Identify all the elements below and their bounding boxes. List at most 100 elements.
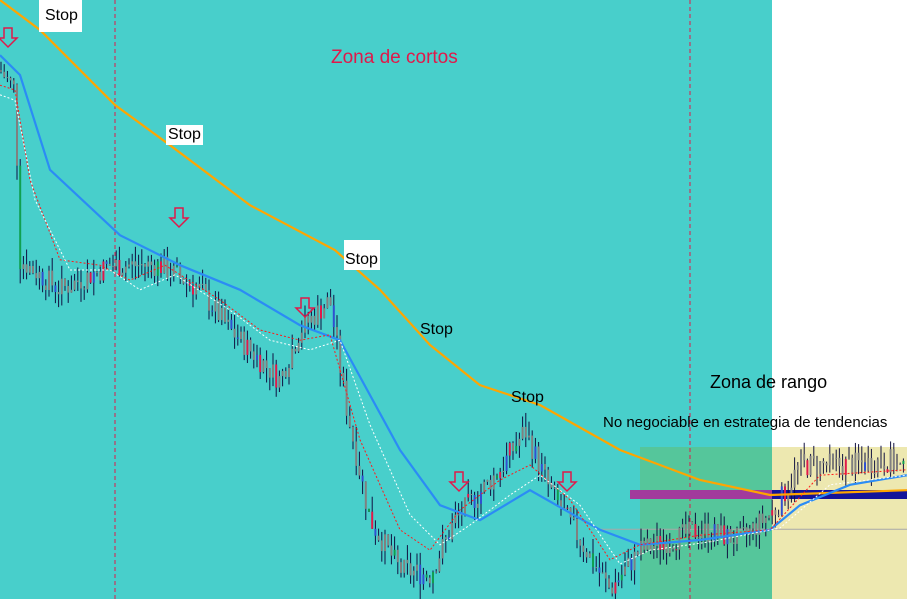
- candle-body: [483, 481, 486, 492]
- candle-body: [412, 570, 415, 576]
- candle-body: [716, 524, 719, 537]
- candle-body: [316, 305, 319, 325]
- candle-body: [636, 551, 639, 555]
- fast-ma2-line: [0, 94, 907, 565]
- candle-body: [707, 523, 710, 542]
- candle-body: [595, 567, 598, 569]
- candle-body: [227, 319, 230, 322]
- candle-body: [291, 348, 294, 369]
- candle-body: [579, 540, 582, 546]
- candle-body: [777, 514, 780, 516]
- candle-body: [598, 567, 601, 573]
- candle-body: [361, 475, 364, 482]
- candle-body: [806, 460, 809, 476]
- candle-body: [755, 523, 758, 535]
- candle-body: [688, 521, 690, 534]
- candle-body: [528, 435, 530, 438]
- candle-body: [307, 315, 310, 323]
- candle-body: [793, 469, 796, 488]
- candle-body: [208, 290, 210, 311]
- candle-body: [172, 265, 175, 277]
- candle-body: [841, 466, 844, 475]
- candle-body: [393, 549, 396, 556]
- candle-body: [694, 524, 697, 538]
- support-band-navy: [772, 490, 907, 499]
- candle-body: [499, 471, 502, 479]
- candle-body: [515, 445, 518, 452]
- candle-body: [236, 337, 239, 339]
- candle-body: [704, 523, 706, 534]
- candle-body: [585, 551, 588, 558]
- candle-body: [720, 525, 722, 537]
- candle-body: [764, 517, 767, 523]
- candle-body: [217, 300, 220, 321]
- candle-body: [745, 527, 748, 535]
- candle-body: [233, 328, 236, 338]
- candle-body: [457, 514, 460, 516]
- candle-body: [3, 71, 6, 78]
- candle-body: [51, 270, 54, 286]
- candle-body: [771, 510, 774, 516]
- candle-body: [691, 521, 694, 525]
- candle-body: [329, 297, 332, 306]
- candle-body: [752, 523, 754, 529]
- candle-body: [86, 272, 89, 290]
- candle-body: [150, 261, 153, 266]
- candle-body: [400, 562, 402, 573]
- candle-body: [832, 453, 834, 458]
- candle-body: [134, 261, 137, 267]
- candle-body: [166, 256, 169, 278]
- candle-body: [32, 266, 34, 274]
- candle-body: [124, 266, 127, 273]
- candle-body: [883, 465, 886, 470]
- candle-body: [323, 308, 326, 319]
- candle-body: [441, 539, 444, 559]
- candle-body: [406, 559, 409, 564]
- candle-body: [25, 264, 28, 273]
- candle-body: [576, 518, 578, 541]
- candle-body: [345, 380, 348, 416]
- candle-body: [44, 285, 47, 291]
- candle-body: [553, 487, 556, 489]
- candle-body: [390, 545, 393, 556]
- candle-body: [128, 264, 130, 267]
- stop-label: Stop: [39, 0, 82, 32]
- candle-body: [816, 458, 818, 474]
- candle-body: [582, 545, 585, 552]
- candle-body: [857, 452, 860, 461]
- candle-body: [368, 508, 370, 512]
- candle-body: [492, 475, 495, 490]
- candle-body: [768, 515, 770, 518]
- candle-body: [73, 280, 76, 290]
- candle-body: [486, 479, 489, 482]
- candle-body: [195, 286, 198, 295]
- candle-body: [121, 272, 124, 276]
- candle-body: [304, 315, 306, 333]
- candle-body: [137, 265, 140, 267]
- candle-body: [825, 463, 828, 466]
- candle-body: [112, 265, 114, 267]
- candle-body: [28, 266, 31, 273]
- candle-body: [633, 551, 636, 571]
- candle-body: [697, 537, 700, 539]
- candle-body: [432, 572, 434, 584]
- candle-body: [851, 457, 854, 474]
- candle-body: [560, 500, 562, 509]
- candle-body: [249, 339, 252, 352]
- candle-body: [470, 493, 473, 495]
- candle-body: [448, 537, 450, 540]
- candle-body: [131, 261, 134, 265]
- candle-body: [310, 315, 313, 323]
- candle-body: [604, 572, 607, 579]
- candle-body: [867, 458, 870, 471]
- candle-body: [246, 339, 249, 355]
- candle-body: [80, 282, 82, 289]
- candle-body: [899, 463, 902, 465]
- candle-body: [243, 331, 246, 355]
- candle-body: [566, 507, 569, 509]
- candle-body: [300, 332, 303, 343]
- candle-body: [550, 484, 553, 488]
- stop-label: Stop: [511, 389, 544, 406]
- candle-body: [284, 371, 287, 378]
